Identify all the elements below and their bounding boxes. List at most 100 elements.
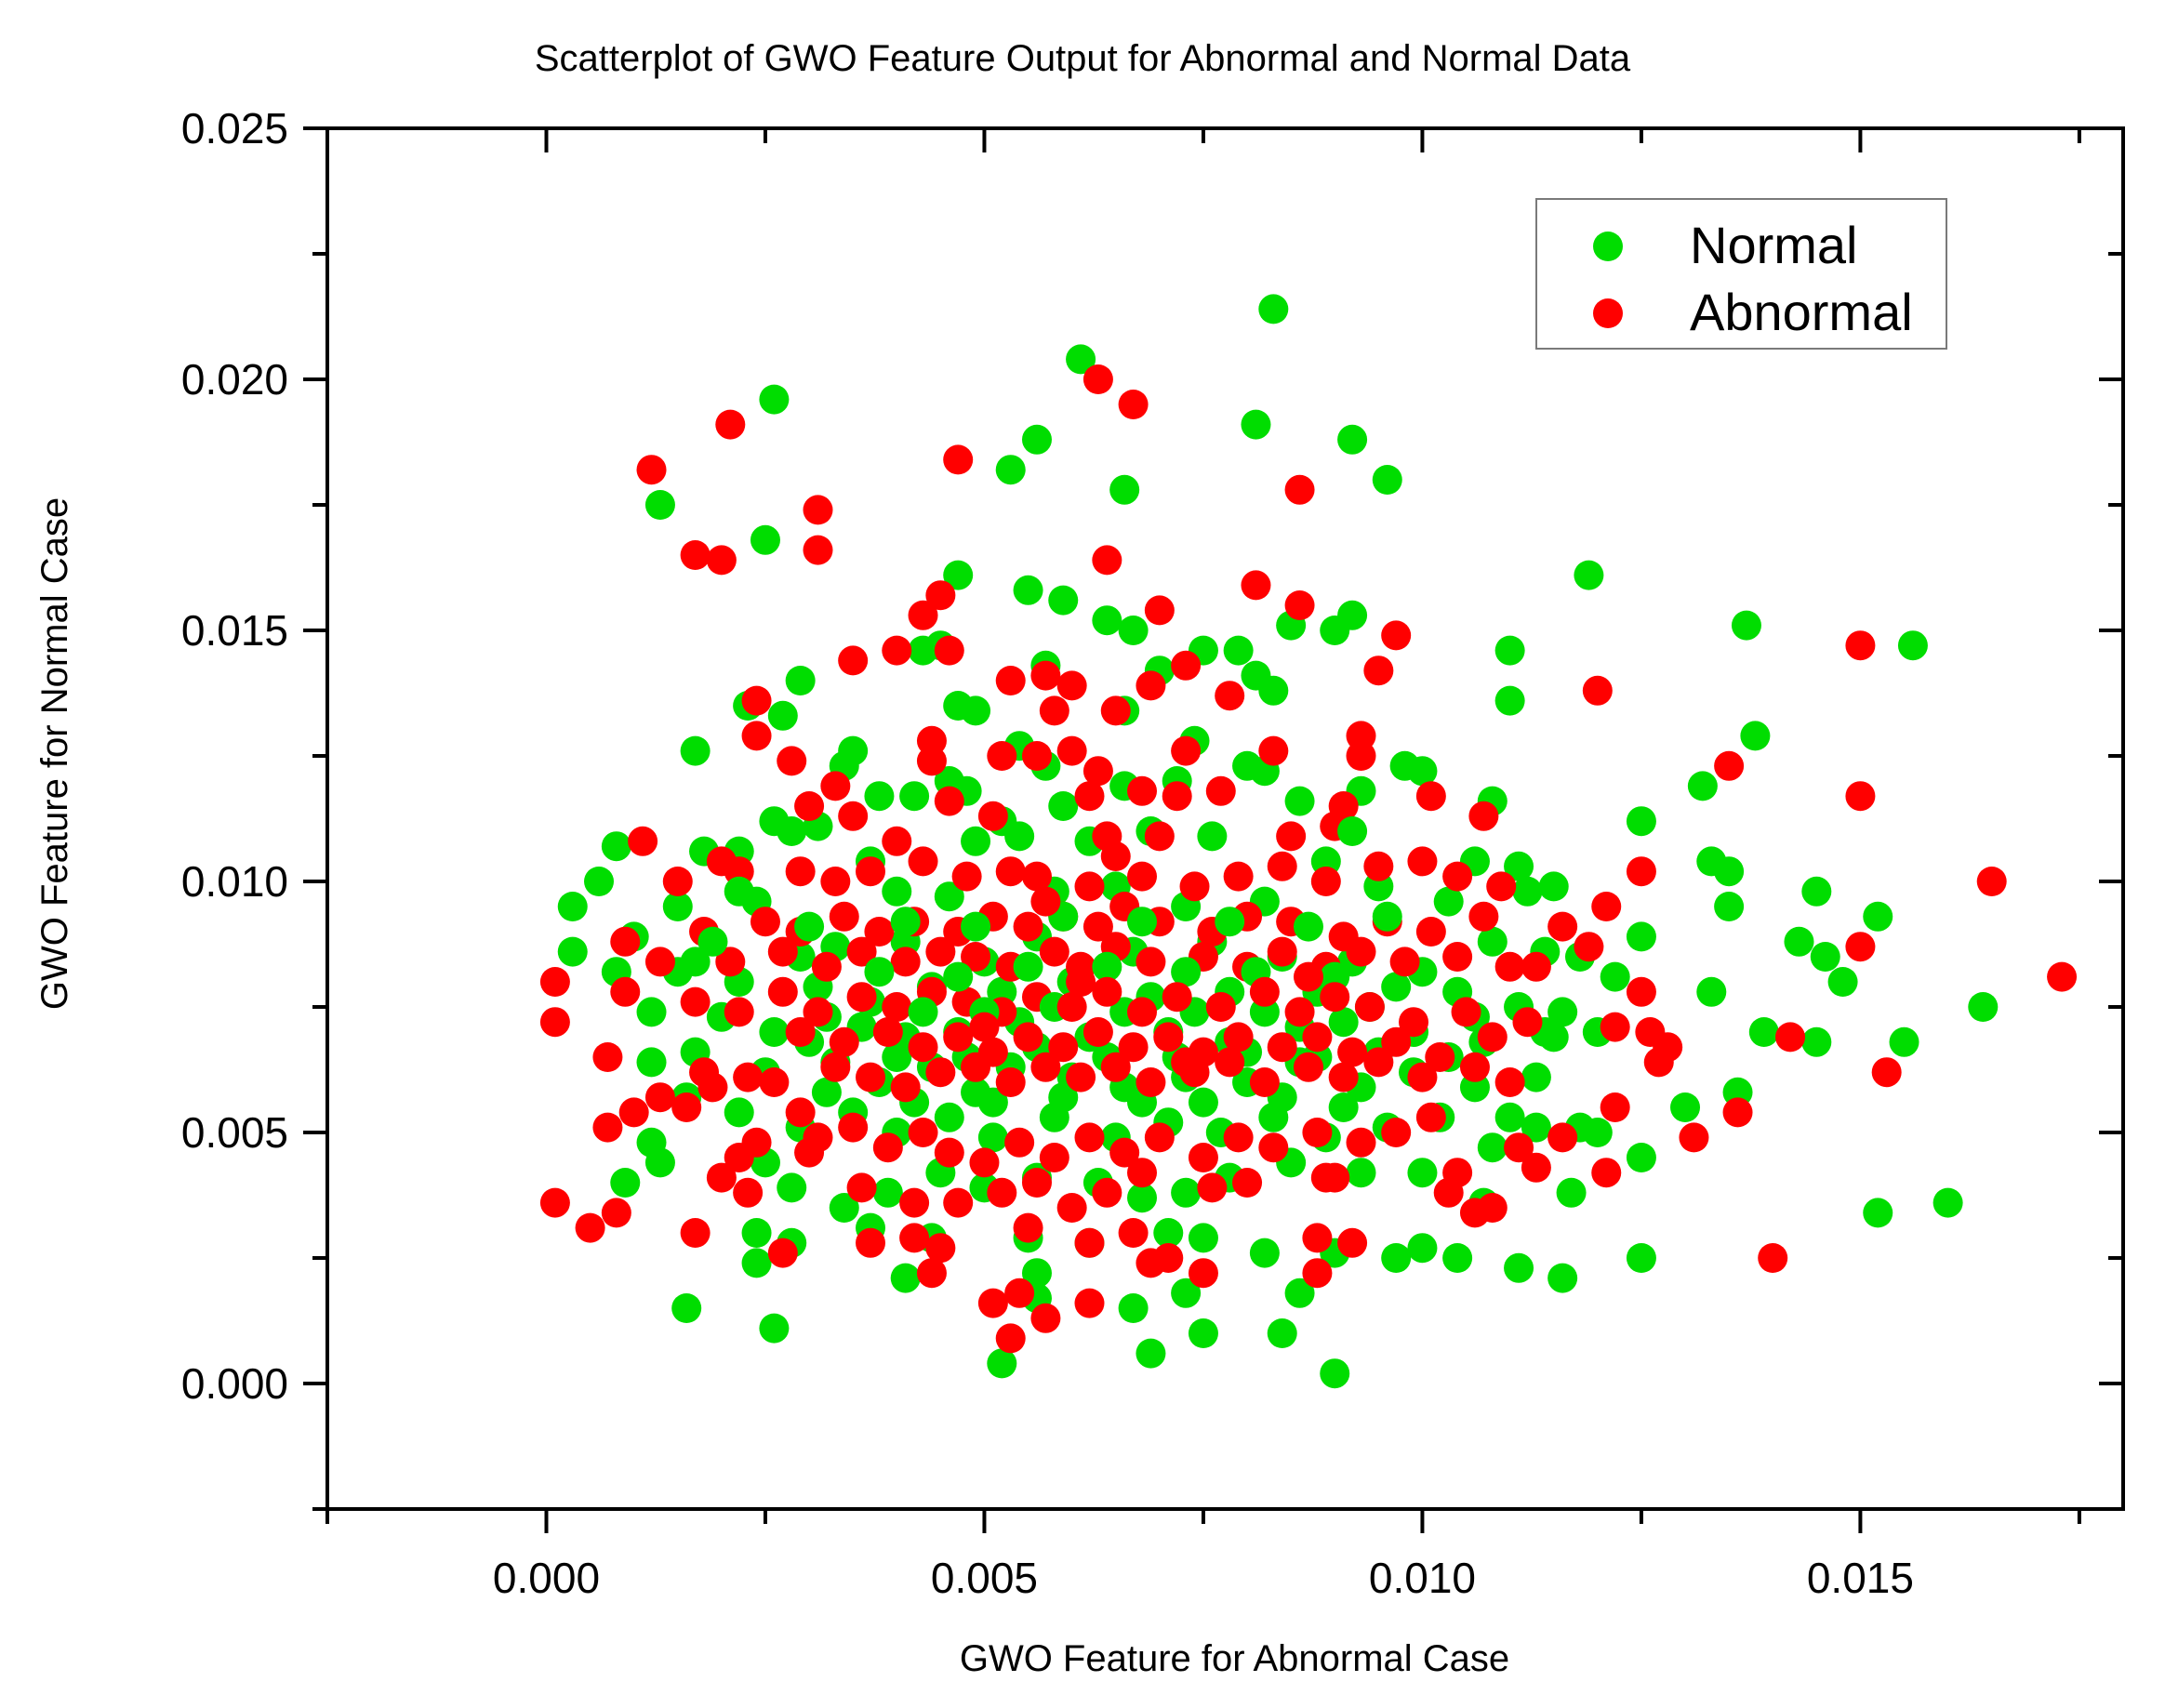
data-point: [820, 1052, 851, 1082]
data-point: [539, 1187, 570, 1218]
data-point: [1232, 1168, 1263, 1198]
data-point: [1574, 932, 1604, 962]
data-point: [1521, 1062, 1551, 1092]
data-point: [1425, 1042, 1455, 1072]
data-point: [1021, 1168, 1052, 1198]
data-point: [1346, 1127, 1376, 1158]
data-point: [977, 1288, 1008, 1318]
data-point: [1976, 867, 2007, 896]
data-point: [1407, 1062, 1438, 1092]
data-point: [1320, 616, 1350, 645]
data-point: [1407, 756, 1438, 787]
data-point: [1136, 1067, 1166, 1097]
data-point: [1451, 997, 1481, 1027]
data-point: [846, 936, 877, 967]
data-point: [636, 1047, 667, 1078]
data-point: [925, 936, 956, 967]
y-axis-title: GWO Feature for Normal Case: [34, 497, 75, 1010]
data-point: [1066, 967, 1096, 997]
data-point: [908, 1118, 938, 1147]
data-point: [1013, 951, 1043, 982]
data-point: [1415, 781, 1446, 812]
data-point: [1293, 961, 1323, 992]
data-point: [803, 535, 833, 565]
data-point: [1399, 1007, 1429, 1038]
data-point: [838, 645, 869, 676]
data-point: [1372, 465, 1402, 495]
data-point: [1494, 1067, 1525, 1097]
legend-item-abnormal: Abnormal: [1537, 280, 1946, 345]
data-point: [680, 986, 711, 1017]
data-point: [1171, 735, 1202, 766]
data-point: [1144, 1122, 1175, 1153]
data-point: [697, 1072, 728, 1103]
data-point: [1407, 1158, 1438, 1188]
data-point: [1363, 851, 1394, 881]
data-point: [1171, 1177, 1202, 1208]
data-point: [1302, 1258, 1333, 1289]
data-point: [733, 1062, 764, 1092]
data-point: [1197, 821, 1228, 852]
data-point: [584, 867, 615, 896]
data-point: [1337, 424, 1368, 455]
data-point: [1092, 605, 1122, 636]
data-point: [934, 786, 964, 816]
data-point: [969, 1147, 1000, 1178]
data-point: [662, 867, 693, 896]
data-point: [1004, 1278, 1035, 1308]
data-point: [1188, 1318, 1218, 1348]
data-point: [1459, 1052, 1490, 1082]
data-point: [1381, 620, 1412, 651]
data-point: [1030, 886, 1061, 917]
data-point: [1381, 1026, 1412, 1057]
data-point: [1512, 876, 1543, 907]
data-point: [1127, 775, 1158, 806]
data-point: [1215, 681, 1245, 711]
data-point: [1056, 992, 1087, 1022]
data-point: [1801, 876, 1832, 907]
data-point: [1188, 1258, 1218, 1289]
data-point: [724, 876, 754, 907]
data-point: [1171, 957, 1202, 987]
data-point: [987, 741, 1017, 771]
data-point: [856, 856, 886, 887]
data-point: [1363, 1047, 1394, 1078]
data-point: [1284, 997, 1315, 1027]
data-point: [846, 1172, 877, 1203]
plot-frame: [325, 126, 2125, 1511]
data-point: [1845, 630, 1876, 661]
data-point: [1494, 635, 1525, 666]
data-point: [951, 861, 982, 892]
data-point: [1030, 660, 1061, 691]
data-point: [977, 1122, 1008, 1153]
legend: Normal Abnormal: [1535, 198, 1947, 350]
data-point: [1074, 1122, 1105, 1153]
data-point: [759, 1067, 790, 1097]
data-point: [1758, 1243, 1788, 1273]
data-point: [741, 685, 772, 716]
data-point: [1048, 1032, 1079, 1063]
data-point: [1013, 1212, 1043, 1243]
data-point: [1056, 735, 1087, 766]
data-point: [1127, 907, 1158, 937]
data-point: [1136, 1338, 1166, 1369]
data-point: [1066, 344, 1096, 375]
data-point: [934, 1102, 964, 1132]
data-point: [1118, 1293, 1149, 1323]
data-point: [1100, 841, 1131, 871]
data-point: [1845, 932, 1876, 962]
data-point: [1933, 1187, 1963, 1218]
data-point: [856, 1227, 886, 1258]
data-point: [1626, 976, 1656, 1007]
y-tick-label: 0.025: [181, 104, 288, 152]
data-point: [1486, 871, 1517, 902]
data-point: [1223, 1122, 1254, 1153]
data-point: [1722, 1097, 1753, 1128]
data-point: [1056, 670, 1087, 701]
data-point: [1801, 1026, 1832, 1057]
data-point: [1092, 545, 1122, 576]
data-point: [1258, 735, 1289, 766]
data-point: [1241, 409, 1271, 440]
x-tick-label: 0.010: [1369, 1554, 1476, 1602]
data-point: [1407, 1233, 1438, 1264]
